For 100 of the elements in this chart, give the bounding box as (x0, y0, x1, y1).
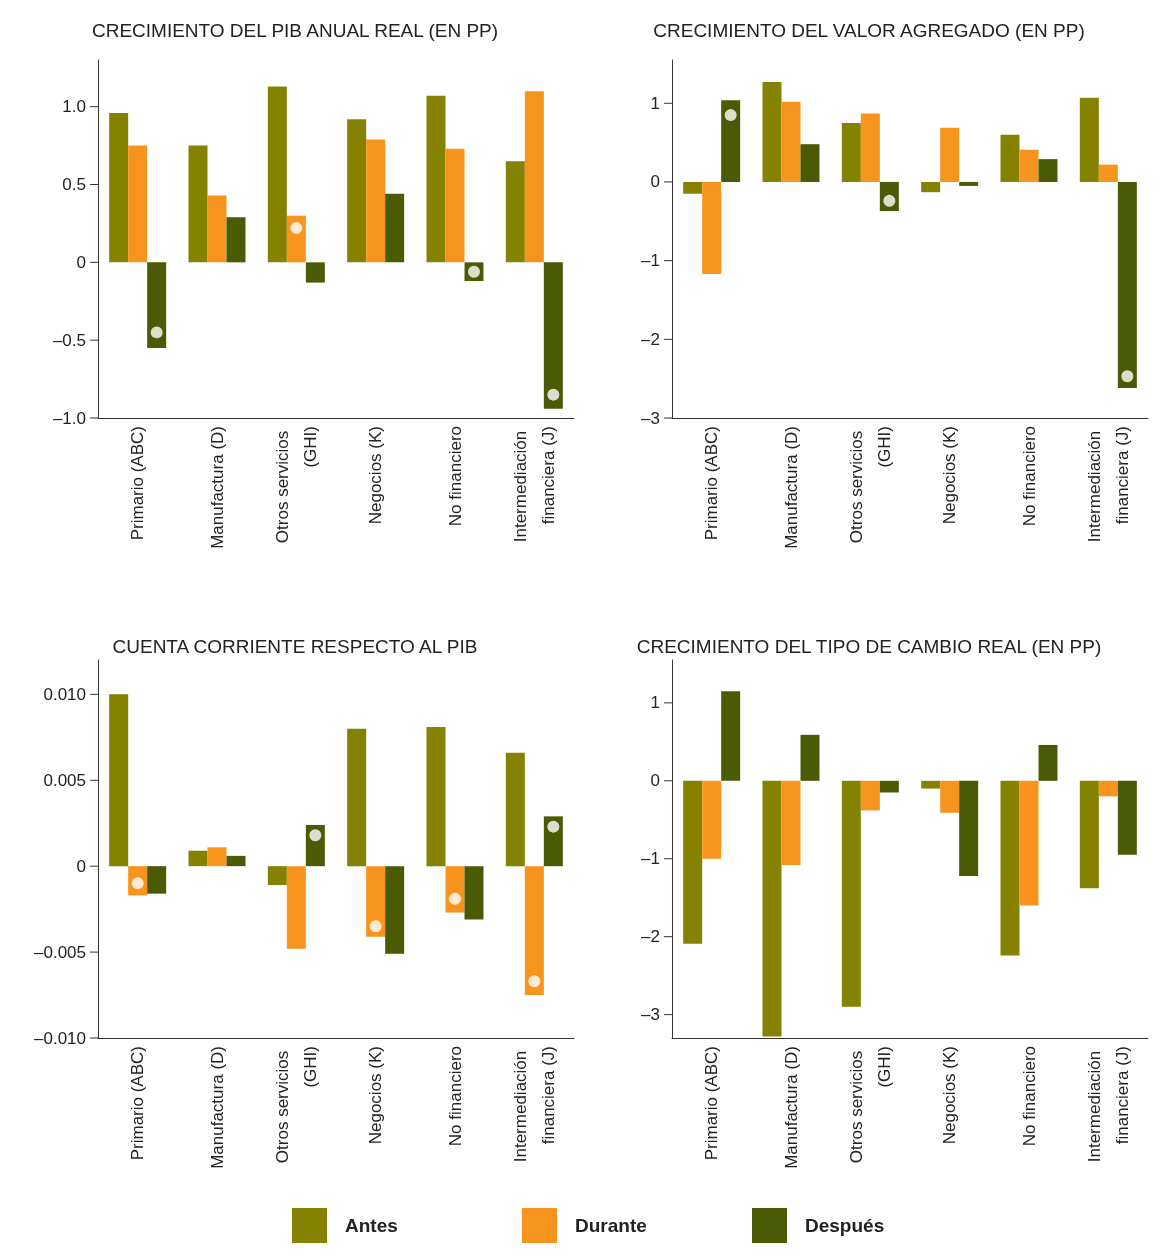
bar (781, 780, 801, 865)
legend-label: Antes (345, 1214, 398, 1237)
bar (841, 122, 861, 182)
bar (188, 145, 208, 263)
y-tick-label: 0 (76, 252, 86, 272)
x-tick-label: Primario (ABC) (128, 1046, 148, 1161)
x-tick-label: Manufactura (D) (781, 426, 801, 549)
x-tick-label: Intermediación financiera (J) (510, 1046, 558, 1163)
x-tick-label: No financiero (1019, 426, 1039, 527)
y-tick-label: 0 (650, 771, 660, 791)
x-tick-label: Manufactura (D) (207, 1046, 227, 1169)
y-tick-label: –3 (641, 408, 660, 428)
bar (959, 780, 979, 876)
bar (385, 866, 405, 954)
bar (1000, 780, 1020, 956)
x-tick-label: No financiero (1019, 1046, 1039, 1147)
bar (921, 780, 941, 789)
x-tick-label: Primario (ABC) (128, 426, 148, 541)
x-tick-label: Negocios (K) (366, 426, 386, 525)
bar (347, 119, 367, 263)
bar (385, 193, 405, 263)
bar (207, 847, 227, 867)
y-tick-label: –0.5 (52, 330, 86, 350)
bar (109, 112, 129, 263)
bar (721, 100, 741, 182)
chart-title: CRECIMIENTO DEL VALOR AGREGADO (EN PP) (653, 20, 1085, 41)
x-tick-label: Negocios (K) (366, 1046, 386, 1145)
bar (226, 855, 246, 867)
bar (524, 91, 544, 263)
y-tick-label: –2 (641, 329, 660, 349)
bar (1098, 164, 1118, 182)
bar (940, 780, 960, 813)
bar (800, 734, 820, 781)
bar (505, 161, 525, 263)
y-tick-label: –1 (641, 251, 660, 271)
x-tick-label: Primario (ABC) (702, 426, 722, 541)
bar (505, 752, 525, 867)
y-tick-label: –2 (641, 927, 660, 947)
bar (940, 127, 960, 182)
chart-title: CRECIMIENTO DEL TIPO DE CAMBIO REAL (EN PP) (636, 636, 1102, 657)
bar (879, 780, 899, 793)
x-tick-label: Negocios (K) (940, 426, 960, 525)
bar (128, 145, 148, 263)
bar (860, 113, 880, 182)
y-tick-label: –1.0 (52, 408, 86, 428)
bar (1079, 780, 1099, 889)
y-tick-label: –0.010 (34, 1028, 86, 1048)
y-tick-label: –0.005 (34, 942, 86, 962)
bar (366, 139, 386, 263)
bar (267, 86, 287, 263)
y-tick-label: 0 (76, 856, 86, 876)
bar (1098, 780, 1118, 797)
bar (464, 866, 484, 920)
bar (1117, 780, 1137, 855)
y-tick-label: 1 (650, 693, 660, 713)
legend-label: Durante (575, 1214, 647, 1237)
x-tick-label: Intermediación financiera (J) (1084, 426, 1132, 543)
bar (305, 262, 325, 283)
bar (147, 866, 167, 894)
x-tick-label: Primario (ABC) (702, 1046, 722, 1161)
bar (860, 780, 880, 811)
x-tick-label: No financiero (445, 1046, 465, 1147)
x-tick-label: Negocios (K) (940, 1046, 960, 1145)
bar (721, 691, 741, 781)
bar (524, 866, 544, 996)
bar (1038, 159, 1058, 182)
x-tick-label: No financiero (445, 426, 465, 527)
x-tick-label: Otros servicios (GHI) (846, 1046, 894, 1164)
legend-label: Después (805, 1214, 885, 1237)
x-tick-label: Manufactura (D) (781, 1046, 801, 1169)
bar (286, 866, 306, 949)
y-tick-label: 1.0 (62, 97, 86, 117)
bar (683, 181, 703, 194)
bar (347, 728, 367, 867)
y-tick-label: –3 (641, 1005, 660, 1025)
bar (188, 850, 208, 867)
bar (762, 82, 782, 182)
bar (226, 217, 246, 263)
bar (109, 694, 129, 867)
bar (147, 262, 167, 348)
bar (207, 195, 227, 263)
bar (762, 780, 782, 1037)
bar (702, 181, 722, 275)
bar (1079, 97, 1099, 182)
bar (426, 727, 446, 867)
y-tick-label: 0.5 (62, 175, 86, 195)
bar (1117, 181, 1137, 389)
bar (800, 144, 820, 182)
bar (683, 780, 703, 944)
x-tick-label: Intermediación financiera (J) (510, 426, 558, 543)
x-tick-label: Otros servicios (GHI) (272, 426, 320, 544)
bar (1000, 134, 1020, 182)
bar (841, 780, 861, 1007)
y-tick-label: 0 (650, 172, 660, 192)
y-tick-label: 1 (650, 93, 660, 113)
x-tick-label: Otros servicios (GHI) (846, 426, 894, 544)
bar (702, 780, 722, 859)
bar (959, 181, 979, 186)
bar (543, 262, 563, 409)
y-tick-label: 0.005 (43, 770, 86, 790)
